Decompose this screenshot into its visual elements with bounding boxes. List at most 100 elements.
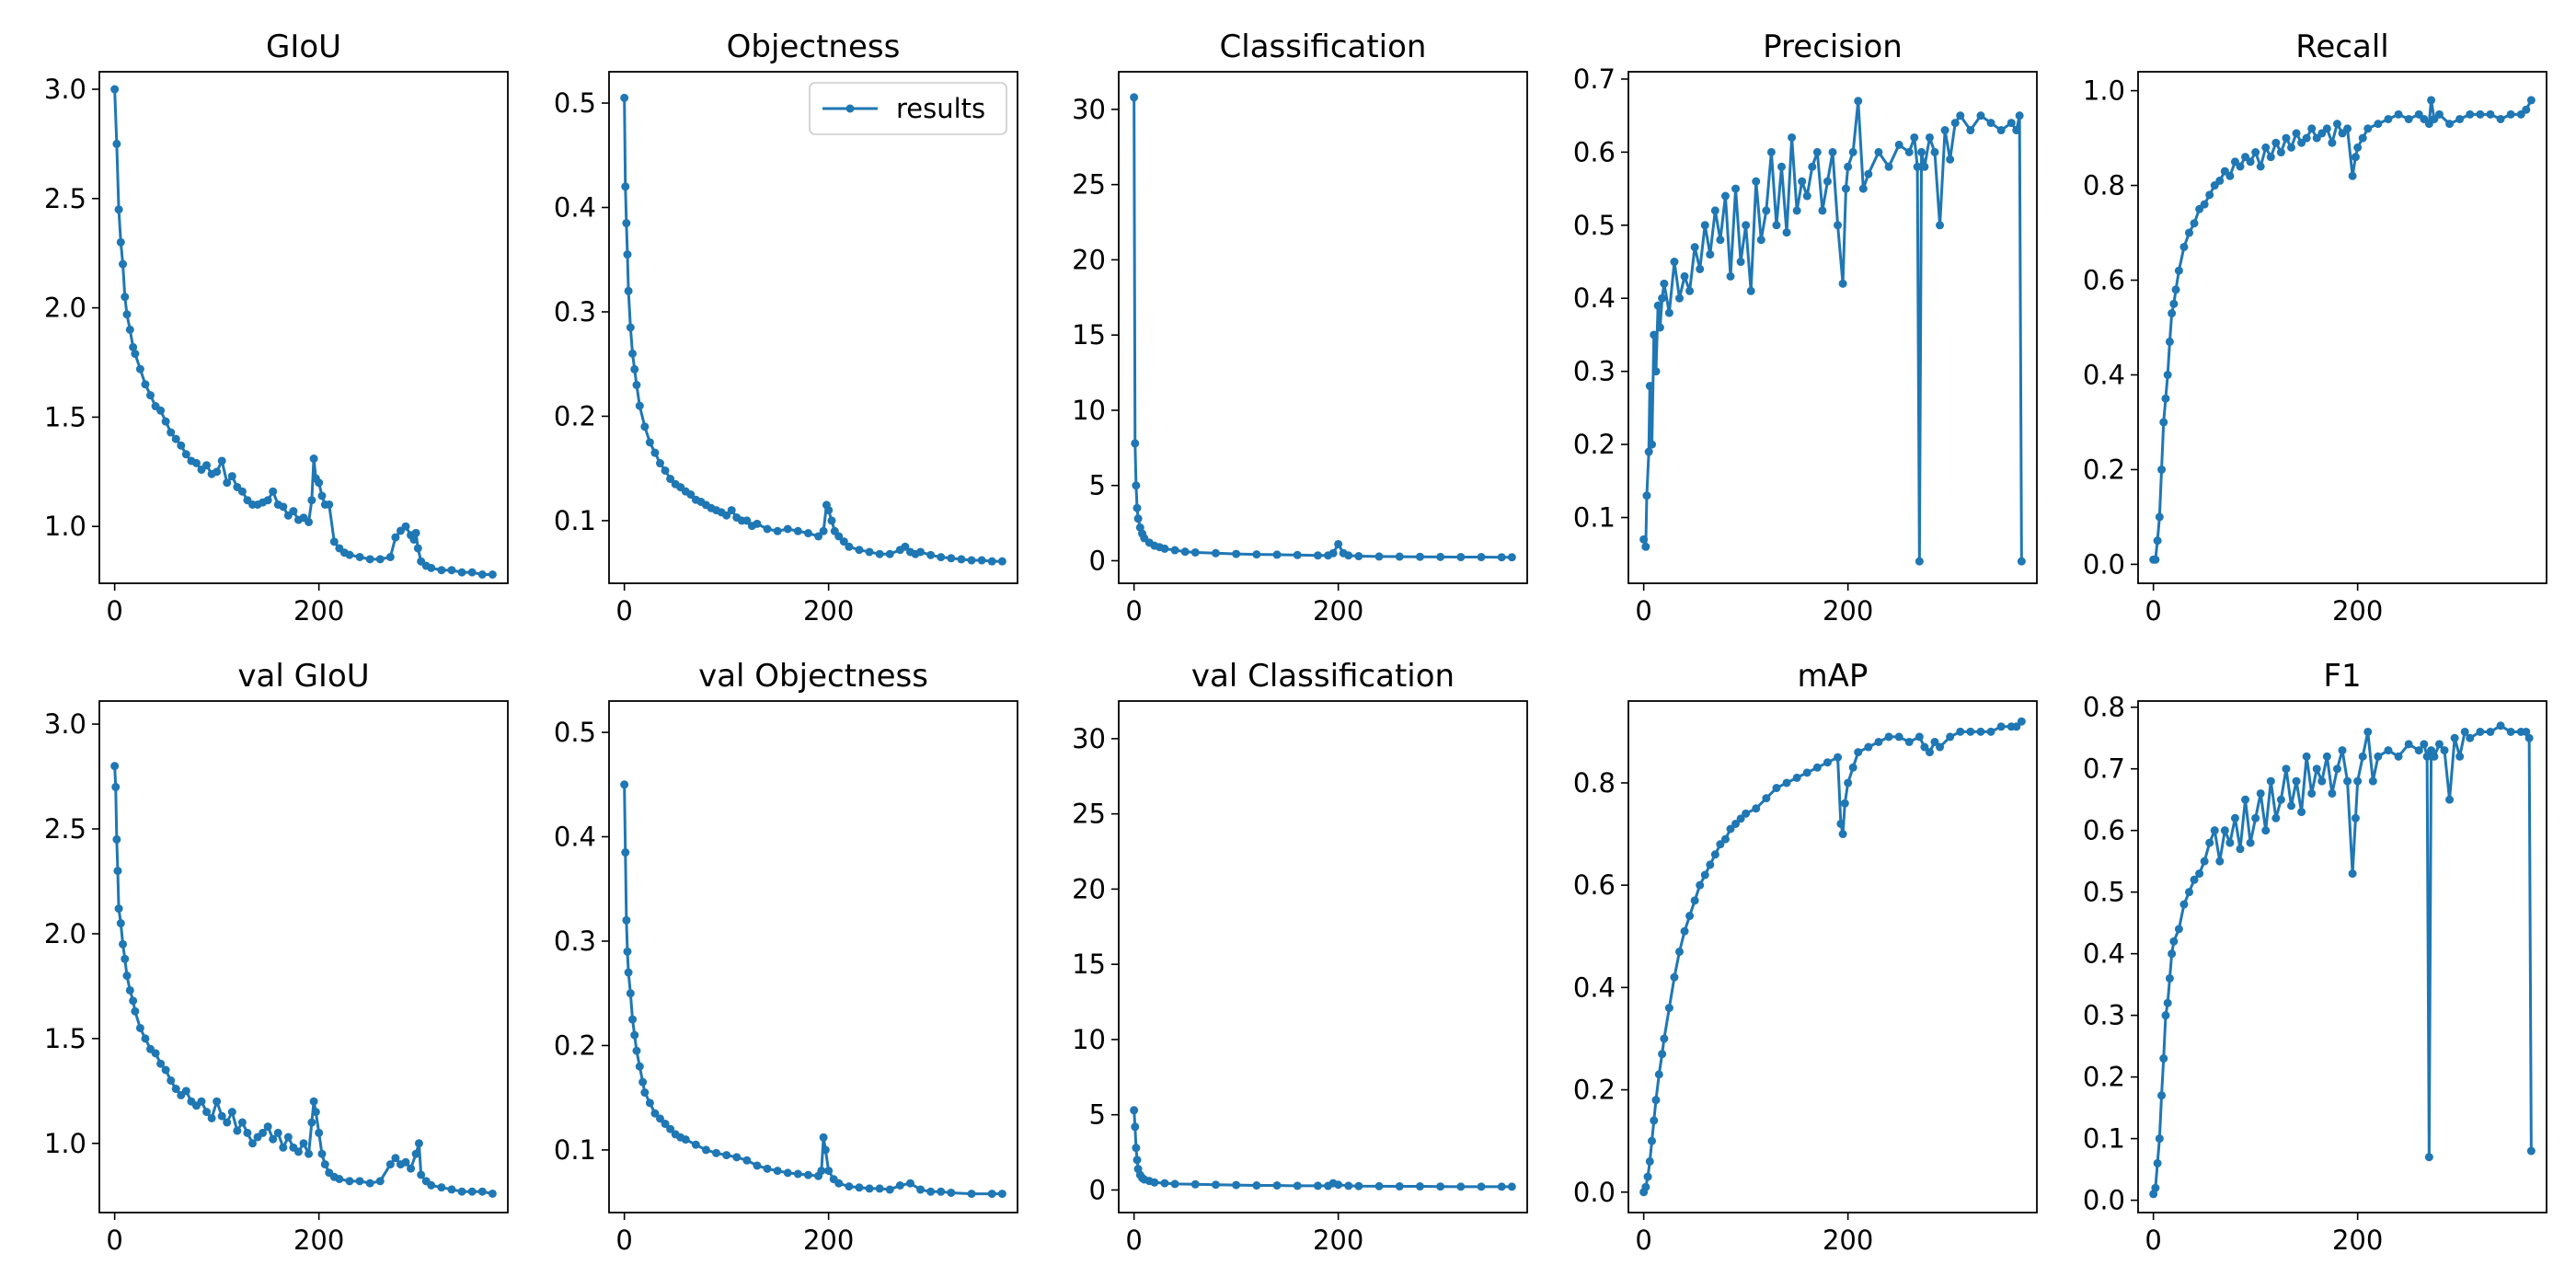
- data-point: [2445, 120, 2455, 129]
- data-point: [2161, 394, 2170, 403]
- data-point: [1736, 814, 1745, 823]
- data-point: [1645, 382, 1654, 391]
- data-point: [2215, 176, 2225, 185]
- data-point: [1950, 119, 1960, 128]
- data-point: [2332, 765, 2341, 774]
- chart-title: Classification: [1220, 29, 1427, 65]
- y-tick-label: 0.5: [554, 717, 596, 748]
- data-point: [1648, 440, 1657, 449]
- data-point: [2246, 157, 2255, 167]
- y-tick-label: 0.4: [554, 192, 596, 224]
- data-point: [1976, 727, 1985, 736]
- data-point: [1272, 550, 1282, 559]
- data-point: [1854, 97, 1863, 106]
- data-point: [1976, 111, 1985, 121]
- data-point: [1131, 1122, 1140, 1132]
- data-point: [681, 1135, 690, 1144]
- data-point: [661, 1120, 670, 1129]
- data-point: [821, 1145, 830, 1155]
- x-tick-label: 0: [2145, 595, 2161, 627]
- data-point: [121, 954, 130, 963]
- data-point: [845, 1182, 854, 1191]
- data-point: [2236, 845, 2245, 854]
- data-point: [1925, 132, 1934, 142]
- data-point: [2424, 1153, 2433, 1162]
- data-point: [2328, 138, 2337, 147]
- y-tick-label: 0.3: [1573, 356, 1616, 387]
- data-point: [1160, 1179, 1169, 1188]
- data-point: [1650, 1116, 1659, 1125]
- y-tick-label: 0.6: [2083, 265, 2125, 296]
- data-point: [2271, 138, 2281, 147]
- series-1: [110, 762, 497, 1198]
- data-point: [1798, 177, 1807, 186]
- data-point: [1818, 206, 1827, 215]
- y-tick-label: 0.4: [554, 822, 596, 853]
- data-point: [1762, 794, 1771, 803]
- data-point: [630, 364, 639, 374]
- data-point: [1497, 553, 1506, 562]
- data-point: [1716, 236, 1725, 245]
- data-point: [701, 1145, 710, 1155]
- data-point: [686, 490, 696, 500]
- y-tick-label: 0.8: [2083, 692, 2125, 723]
- data-point: [1716, 840, 1725, 849]
- data-point: [1766, 147, 1776, 156]
- data-point: [2271, 813, 2281, 822]
- data-point: [311, 1108, 320, 1117]
- data-point: [407, 1164, 416, 1173]
- data-point: [845, 542, 854, 551]
- data-point: [997, 1190, 1006, 1199]
- data-point: [1654, 1070, 1663, 1079]
- data-point: [279, 502, 288, 512]
- data-point: [1313, 551, 1322, 560]
- data-point: [2348, 171, 2357, 180]
- y-tick-label: 0.5: [554, 87, 596, 119]
- data-point: [817, 1167, 826, 1176]
- y-tick-label: 3.0: [44, 74, 86, 105]
- data-point: [819, 526, 828, 535]
- data-point: [1395, 552, 1404, 561]
- data-point: [213, 1097, 222, 1106]
- subplot-8: val Classification 0 200 0 5 10 15 20 25 30: [1072, 658, 1528, 1256]
- data-point: [171, 434, 180, 443]
- data-point: [793, 526, 802, 535]
- data-point: [621, 848, 630, 857]
- y-tick-label: 10: [1072, 1024, 1106, 1055]
- x-tick-label: 200: [803, 595, 854, 627]
- series-1: [620, 93, 1006, 566]
- y-tick-label: 0.1: [554, 1134, 596, 1166]
- data-point: [2427, 96, 2436, 105]
- data-point: [1680, 271, 1689, 281]
- data-point: [2165, 973, 2174, 983]
- data-point: [2174, 266, 2183, 275]
- data-point: [1731, 184, 1741, 193]
- data-point: [2017, 557, 2026, 566]
- data-point: [202, 461, 212, 470]
- data-point: [1328, 548, 1338, 558]
- data-point: [2256, 162, 2265, 171]
- data-point: [1812, 763, 1822, 772]
- data-point: [1848, 147, 1857, 156]
- data-point: [620, 93, 629, 102]
- data-point: [1131, 439, 1140, 448]
- data-point: [2015, 111, 2024, 121]
- data-point: [2155, 512, 2164, 522]
- data-point: [1925, 748, 1934, 757]
- data-point: [621, 182, 630, 191]
- data-point: [1706, 250, 1715, 259]
- data-point: [1756, 236, 1765, 245]
- data-point: [865, 1184, 874, 1193]
- data-point: [309, 1097, 318, 1106]
- y-tick-label: 2.0: [44, 918, 86, 949]
- data-point: [1415, 552, 1424, 561]
- data-point: [401, 1157, 410, 1167]
- data-point: [1415, 1182, 1424, 1191]
- y-tick-label: 20: [1072, 244, 1106, 275]
- data-point: [645, 1098, 654, 1108]
- data-point: [2363, 727, 2373, 736]
- data-point: [2522, 105, 2531, 114]
- data-point: [2012, 126, 2021, 135]
- data-point: [1670, 972, 1679, 982]
